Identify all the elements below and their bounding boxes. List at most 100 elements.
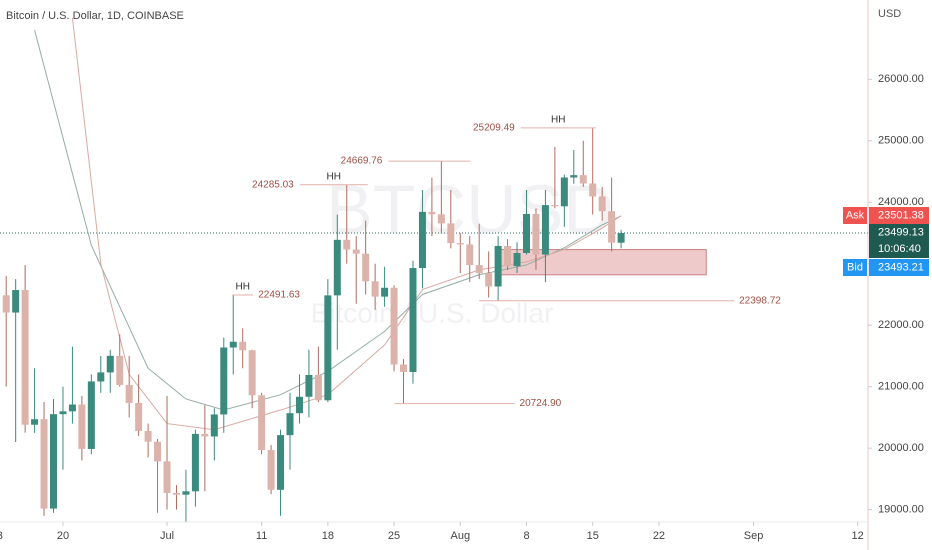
bid-value: 23493.21 <box>878 261 924 273</box>
annotation-label: 22398.72 <box>739 295 781 306</box>
x-tick-label: 8 <box>523 530 529 542</box>
candle-body <box>513 252 521 267</box>
candle-body <box>78 404 86 449</box>
y-tick-label: 19000.00 <box>878 504 924 516</box>
candle-body <box>418 211 426 269</box>
candle-body <box>532 213 540 255</box>
candle-body <box>12 290 20 313</box>
candle-body <box>400 364 408 372</box>
candle-body <box>116 355 124 385</box>
candle-body <box>31 419 39 425</box>
annotation-tag: HH <box>327 171 341 182</box>
candle-body <box>59 411 67 415</box>
x-tick-label: 13 <box>0 530 3 542</box>
x-tick-label: 12 <box>851 530 863 542</box>
candle-body <box>390 287 398 365</box>
candle-body <box>50 414 57 509</box>
x-tick-label: 11 <box>256 530 267 542</box>
candle-body <box>608 211 616 243</box>
candle-body <box>523 213 530 253</box>
candle-body <box>2 295 10 313</box>
moving-average <box>34 29 622 411</box>
annotation-label: 20724.90 <box>520 398 562 409</box>
candle-body <box>456 243 464 245</box>
candle-body <box>352 249 360 254</box>
ask-value: 23501.38 <box>878 209 924 221</box>
candle-body <box>560 177 568 207</box>
x-tick-label: 18 <box>322 530 334 542</box>
moving-average <box>71 17 622 431</box>
ask-tag-bg <box>843 207 867 224</box>
annotation-label: 24285.03 <box>252 179 294 190</box>
x-tick-label: Jul <box>160 530 174 542</box>
watermark-subtitle: Bitcoin / U.S. Dollar <box>311 297 554 328</box>
candle-body <box>437 214 445 224</box>
ask-value-bg <box>869 207 929 224</box>
x-tick-label: 22 <box>653 530 665 542</box>
candle-body <box>239 341 247 351</box>
candle-body <box>551 205 559 207</box>
y-tick-label: 20000.00 <box>878 442 924 454</box>
y-tick-label: 25000.00 <box>878 135 924 147</box>
candle-body <box>333 239 341 296</box>
x-tick-label: Aug <box>450 530 470 542</box>
candle-body <box>163 461 171 494</box>
x-tick-label: 20 <box>57 530 69 542</box>
candle-body <box>154 441 162 462</box>
y-tick-label: 22000.00 <box>878 319 924 331</box>
candle-body <box>598 196 606 212</box>
last-price: 23499.13 <box>878 226 924 238</box>
candle-body <box>201 433 209 437</box>
candle-body <box>305 375 313 397</box>
bid-value-bg <box>869 259 929 276</box>
candle-body <box>220 347 228 415</box>
last-price-bg <box>869 224 929 258</box>
candle-body <box>570 175 578 178</box>
candle-body <box>248 350 256 396</box>
candle-body <box>210 414 218 437</box>
y-tick-label: 24000.00 <box>878 196 924 208</box>
candle-body <box>475 265 483 274</box>
countdown: 10:06:40 <box>878 243 921 255</box>
candle-body <box>447 223 455 244</box>
candle-body <box>541 205 549 255</box>
x-tick-label: Sep <box>744 530 764 542</box>
candle-body <box>97 372 105 382</box>
candle-body <box>40 419 48 509</box>
candle-body <box>21 290 29 425</box>
candle-body <box>135 402 143 431</box>
candle-body <box>485 273 493 287</box>
x-tick-label: 15 <box>587 530 599 542</box>
candle-body <box>343 239 351 250</box>
candle-body <box>68 404 76 412</box>
ask-label: Ask <box>846 209 865 221</box>
x-tick-label: 25 <box>388 530 400 542</box>
candle-body <box>258 395 266 450</box>
candle-body <box>286 413 294 436</box>
bid-label: Bid <box>847 261 863 273</box>
candle-body <box>371 281 379 297</box>
annotation-label: 25209.49 <box>473 123 515 134</box>
candle-body <box>428 211 436 215</box>
candle-body <box>295 396 303 414</box>
candle-body <box>277 435 285 490</box>
candle-body <box>381 287 389 297</box>
annotation-label: 22491.63 <box>258 290 300 301</box>
y-tick-label: 21000.00 <box>878 381 924 393</box>
candle-body <box>324 295 332 401</box>
zone <box>497 249 707 276</box>
candle-body <box>267 450 275 490</box>
chart-title: Bitcoin / U.S. Dollar, 1D, COINBASE <box>6 10 184 22</box>
axis-unit: USD <box>878 8 901 20</box>
candle-body <box>617 233 625 243</box>
candle-body <box>589 183 597 197</box>
candle-body <box>314 375 322 401</box>
y-tick-label: 26000.00 <box>878 73 924 85</box>
candle-body <box>125 384 133 403</box>
axes: 19000.0020000.0021000.0022000.0023000.00… <box>0 73 929 542</box>
candle-body <box>229 341 237 348</box>
candle-body <box>362 253 370 282</box>
bid-tag-bg <box>843 259 867 276</box>
